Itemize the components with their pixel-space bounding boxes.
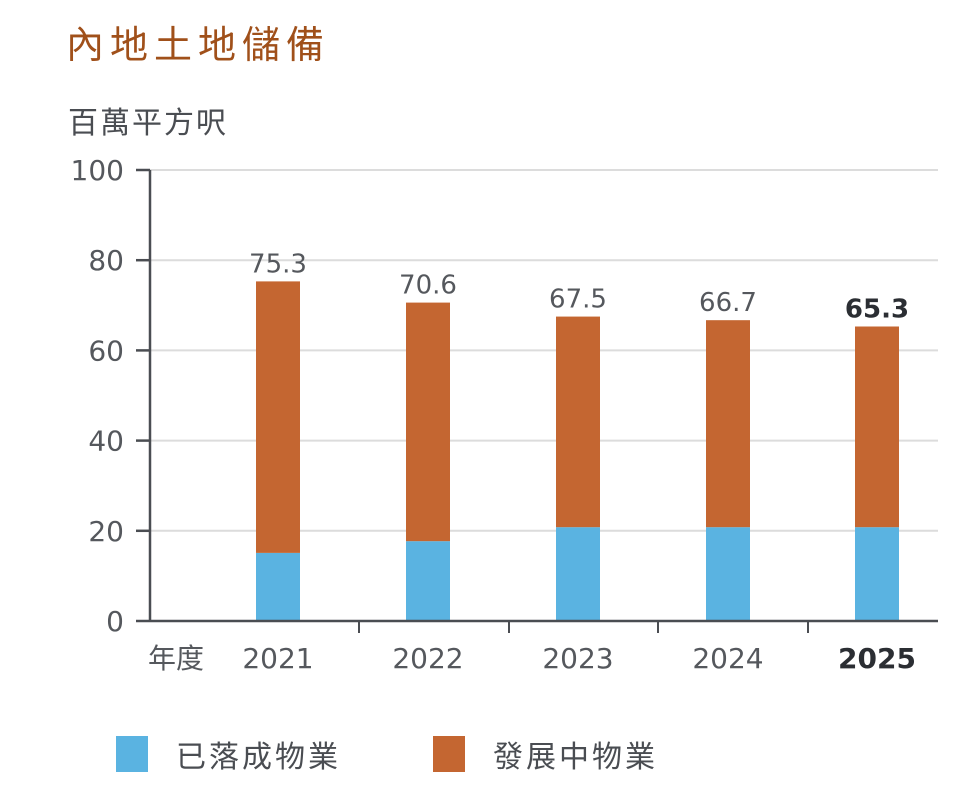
bar-segment-completed [256, 552, 300, 621]
legend-label-completed: 已落成物業 [176, 740, 341, 775]
x-axis-title: 年度 [148, 642, 204, 675]
bar-total-label: 67.5 [549, 285, 607, 315]
bar-segment-under-development [556, 316, 600, 528]
bar-total-label: 65.3 [845, 294, 909, 324]
legend-swatch-under-development [433, 736, 465, 772]
stacked-bar-chart: 0 20 40 60 80 100 年度 75.3 2021 70.6 2022 67.5 2023 66… [71, 154, 938, 675]
x-tick-label: 2025 [838, 642, 916, 675]
legend-item-under-development: 發展中物業 [433, 732, 658, 776]
legend-item-completed: 已落成物業 [116, 732, 341, 776]
bar-total-label: 75.3 [249, 249, 307, 279]
bar-segment-completed [855, 527, 899, 621]
legend-label-under-development: 發展中物業 [493, 740, 658, 775]
bar-segment-under-development [706, 320, 750, 528]
y-tick-label: 20 [88, 515, 124, 548]
bar-segment-under-development [406, 302, 450, 542]
y-axis-unit-label: 百萬平方呎 [68, 106, 228, 141]
x-tick-label: 2022 [392, 642, 463, 675]
y-tick-label: 100 [71, 154, 124, 187]
x-tick-label: 2021 [242, 642, 313, 675]
y-tick-label: 40 [88, 425, 124, 458]
bar-total-label: 66.7 [699, 288, 757, 318]
legend-swatch-completed [116, 736, 148, 772]
chart-title: 內地土地儲備 [66, 23, 331, 67]
bar-segment-under-development [855, 326, 899, 528]
bar-segment-completed [706, 527, 750, 621]
y-tick-label: 0 [106, 605, 124, 638]
legend: 已落成物業 發展中物業 [116, 732, 750, 776]
x-tick-label: 2024 [692, 642, 763, 675]
bar-segment-completed [556, 527, 600, 621]
bar-segment-completed [406, 541, 450, 621]
y-tick-label: 80 [88, 244, 124, 277]
x-tick-label: 2023 [542, 642, 613, 675]
y-tick-label: 60 [88, 334, 124, 367]
bar-total-label: 70.6 [399, 271, 457, 301]
bar-segment-under-development [256, 281, 300, 553]
